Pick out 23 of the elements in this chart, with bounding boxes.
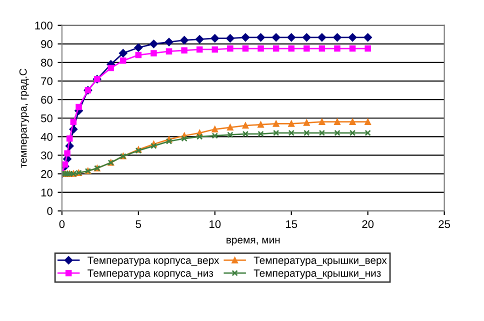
x-tick-label: 20 <box>362 220 374 228</box>
legend-label: Температура_крышки_низ <box>254 270 381 279</box>
x-axis-title: время, мин <box>226 238 280 246</box>
y-tick-label: 40 <box>40 132 52 141</box>
y-tick-label: 100 <box>35 22 52 30</box>
y-tick-label: 60 <box>41 96 52 104</box>
x-tick-label: 0 <box>59 220 65 228</box>
y-tick-label: 90 <box>41 40 52 48</box>
x-tick-label: 15 <box>286 220 298 228</box>
legend-label: Температура_крышки_верх <box>254 256 387 266</box>
x-tick-label: 25 <box>438 220 450 228</box>
y-tick-label: 50 <box>41 114 52 122</box>
y-axis-title: температура, град.С <box>19 68 29 168</box>
y-tick-label: 0 <box>47 207 52 216</box>
legend-label: Температура корпуса_низ <box>88 270 214 279</box>
x-tick-label: 10 <box>210 220 221 228</box>
legend-label: Температура корпуса_верх <box>88 256 220 266</box>
y-tick-label: 30 <box>40 152 52 160</box>
x-tick-label: 5 <box>136 220 142 228</box>
y-tick-label: 20 <box>41 170 52 178</box>
y-tick-label: 70 <box>41 77 52 86</box>
y-tick-label: 80 <box>41 58 52 67</box>
y-tick-label: 10 <box>41 188 52 196</box>
